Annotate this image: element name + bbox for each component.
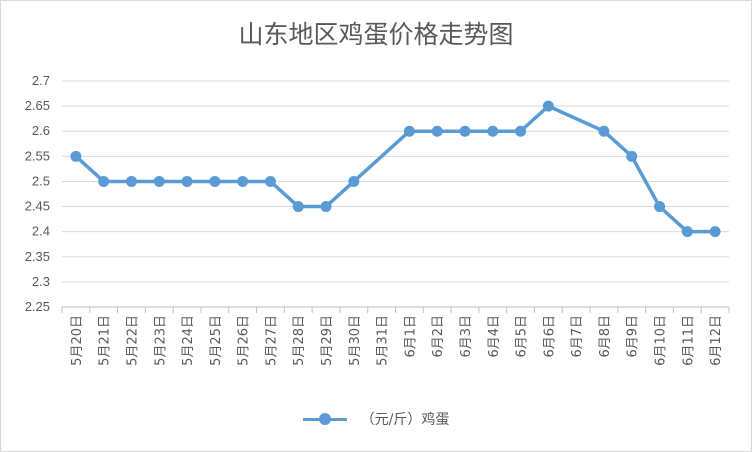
series-line [74, 104, 717, 234]
data-point [542, 100, 554, 112]
x-tick-label: 6月8日 [598, 315, 613, 358]
data-point [209, 175, 221, 187]
data-point [598, 125, 610, 137]
y-tick-label: 2.5 [32, 173, 50, 188]
x-tick-label: 5月30日 [348, 315, 363, 366]
x-tick-label: 6月11日 [681, 315, 696, 366]
x-tick-label: 5月29日 [320, 315, 335, 366]
data-point [459, 125, 471, 137]
x-tick-label: 6月3日 [459, 315, 474, 358]
data-point [681, 226, 693, 238]
data-point [403, 125, 415, 137]
data-point [292, 201, 304, 213]
data-point [654, 201, 666, 213]
x-tick-label: 6月12日 [709, 315, 724, 366]
data-point [487, 125, 499, 137]
legend-label: （元/斤）鸡蛋 [360, 412, 450, 428]
data-point [153, 175, 165, 187]
x-tick-label: 6月9日 [626, 315, 641, 358]
x-tick-label: 6月1日 [403, 315, 418, 358]
data-point [125, 175, 137, 187]
y-tick-label: 2.6 [32, 123, 50, 138]
data-point [626, 150, 638, 162]
data-point [320, 201, 332, 213]
y-tick-label: 2.3 [32, 274, 50, 289]
x-tick-label: 5月20日 [70, 315, 85, 366]
y-tick-label: 2.35 [25, 249, 50, 264]
data-point [237, 175, 249, 187]
x-tick-label: 5月27日 [264, 315, 279, 366]
legend-swatch [302, 413, 347, 425]
x-tick-label: 5月23日 [153, 315, 168, 366]
data-point [515, 125, 527, 137]
y-tick-label: 2.7 [32, 73, 50, 88]
data-point [181, 175, 193, 187]
x-tick-label: 6月4日 [487, 315, 502, 358]
x-tick-label: 5月24日 [181, 315, 196, 366]
data-point [70, 150, 82, 162]
y-tick-label: 2.4 [32, 224, 50, 239]
y-tick-label: 2.25 [25, 299, 50, 314]
x-tick-label: 6月6日 [542, 315, 557, 358]
x-tick-label: 6月2日 [431, 315, 446, 358]
x-tick-label: 6月7日 [570, 315, 585, 358]
x-tick-label: 5月26日 [237, 315, 252, 366]
x-tick-label: 5月31日 [376, 315, 391, 366]
data-point [98, 175, 110, 187]
x-tick-label: 6月5日 [515, 315, 530, 358]
data-point [348, 175, 360, 187]
data-point [264, 175, 276, 187]
y-tick-label: 2.65 [25, 98, 50, 113]
y-tick-label: 2.55 [25, 148, 50, 163]
y-tick-label: 2.45 [25, 199, 50, 214]
data-point [431, 125, 443, 137]
x-tick-label: 6月10日 [654, 315, 669, 366]
data-point [709, 226, 721, 238]
x-tick-label: 5月28日 [292, 315, 307, 366]
chart-title: 山东地区鸡蛋价格走势图 [238, 20, 514, 49]
legend: （元/斤）鸡蛋 [1, 409, 751, 429]
x-tick-label: 5月21日 [98, 315, 113, 366]
x-tick-label: 5月22日 [125, 315, 140, 366]
x-tick-label: 5月25日 [209, 315, 224, 366]
